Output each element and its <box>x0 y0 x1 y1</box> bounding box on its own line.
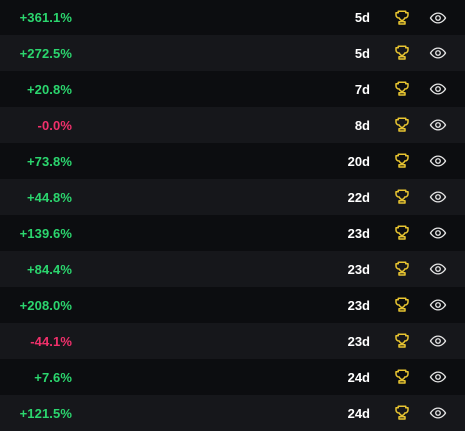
duration-days: 22d <box>347 189 370 205</box>
eye-icon[interactable] <box>429 368 447 386</box>
table-row: +121.5% 24d <box>0 395 465 431</box>
eye-icon[interactable] <box>429 260 447 278</box>
eye-icon[interactable] <box>429 404 447 422</box>
duration-days: 5d <box>354 45 370 61</box>
pnl-percent: -0.0% <box>37 117 72 133</box>
table-row: +272.5% 5d <box>0 35 465 71</box>
pnl-percent: +121.5% <box>19 405 72 421</box>
eye-icon[interactable] <box>429 44 447 62</box>
trophy-icon[interactable] <box>393 152 411 170</box>
eye-icon[interactable] <box>429 332 447 350</box>
pnl-percent: -44.1% <box>30 333 72 349</box>
trophy-icon[interactable] <box>393 260 411 278</box>
pnl-percent: +272.5% <box>19 45 72 61</box>
pnl-percent: +44.8% <box>26 189 72 205</box>
table-row: +73.8% 20d <box>0 143 465 179</box>
eye-icon[interactable] <box>429 116 447 134</box>
table-row: +20.8% 7d <box>0 71 465 107</box>
trophy-icon[interactable] <box>393 44 411 62</box>
trophy-icon[interactable] <box>393 188 411 206</box>
table-row: +139.6% 23d <box>0 215 465 251</box>
table-row: +44.8% 22d <box>0 179 465 215</box>
eye-icon[interactable] <box>429 9 447 27</box>
duration-days: 24d <box>347 369 370 385</box>
trophy-icon[interactable] <box>393 224 411 242</box>
table-row: +84.4% 23d <box>0 251 465 287</box>
table-row: +208.0% 23d <box>0 287 465 323</box>
duration-days: 23d <box>347 333 370 349</box>
table-row: -44.1% 23d <box>0 323 465 359</box>
trophy-icon[interactable] <box>393 9 411 27</box>
duration-days: 23d <box>347 225 370 241</box>
duration-days: 24d <box>347 405 370 421</box>
duration-days: 5d <box>354 10 370 25</box>
pnl-percent: +139.6% <box>19 225 72 241</box>
table-row: +361.1% 5d <box>0 0 465 35</box>
duration-days: 23d <box>347 261 370 277</box>
table-row: +7.6% 24d <box>0 359 465 395</box>
trophy-icon[interactable] <box>393 116 411 134</box>
trophy-icon[interactable] <box>393 80 411 98</box>
pnl-percent: +7.6% <box>34 369 72 385</box>
pnl-percent: +73.8% <box>26 153 72 169</box>
eye-icon[interactable] <box>429 152 447 170</box>
eye-icon[interactable] <box>429 80 447 98</box>
duration-days: 8d <box>354 117 370 133</box>
table-row: -0.0% 8d <box>0 107 465 143</box>
eye-icon[interactable] <box>429 188 447 206</box>
trophy-icon[interactable] <box>393 404 411 422</box>
duration-days: 23d <box>347 297 370 313</box>
trophy-icon[interactable] <box>393 332 411 350</box>
pnl-percent: +361.1% <box>19 10 72 25</box>
pnl-percent: +208.0% <box>19 297 72 313</box>
duration-days: 20d <box>347 153 370 169</box>
eye-icon[interactable] <box>429 224 447 242</box>
trophy-icon[interactable] <box>393 368 411 386</box>
trophy-icon[interactable] <box>393 296 411 314</box>
eye-icon[interactable] <box>429 296 447 314</box>
pnl-percent: +20.8% <box>26 81 72 97</box>
pnl-percent: +84.4% <box>26 261 72 277</box>
duration-days: 7d <box>354 81 370 97</box>
